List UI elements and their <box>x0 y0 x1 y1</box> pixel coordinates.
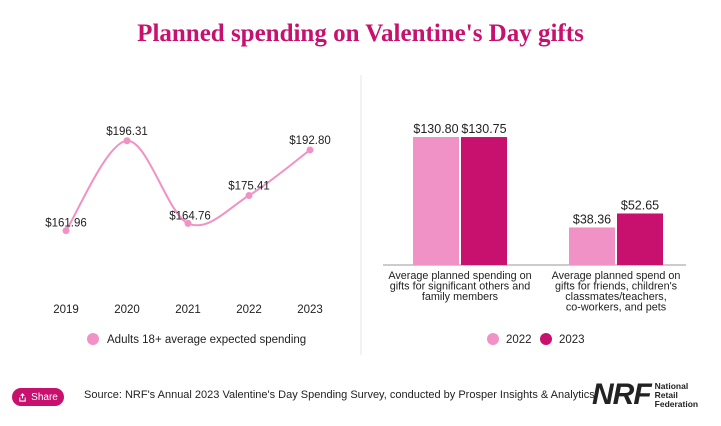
x-tick-label: 2023 <box>297 304 323 316</box>
bar <box>617 213 663 265</box>
data-point <box>62 227 70 235</box>
data-point <box>184 219 192 227</box>
category-label: gifts for friends, children's <box>555 281 678 293</box>
data-point <box>245 191 253 199</box>
data-point <box>123 137 131 145</box>
data-label: $192.80 <box>289 135 331 147</box>
data-point <box>306 146 314 154</box>
legend-label: Adults 18+ average expected spending <box>107 334 306 346</box>
x-tick-label: 2019 <box>53 304 79 316</box>
logo-word: Federation <box>654 398 699 409</box>
category-label: Average planned spending on <box>388 270 531 282</box>
category-label: co-workers, and pets <box>566 302 667 314</box>
share-label: Share <box>31 391 58 403</box>
data-label: $196.31 <box>106 126 148 138</box>
bar <box>461 137 507 265</box>
series-line <box>65 139 311 232</box>
data-label: $164.76 <box>169 210 211 222</box>
bar <box>569 227 615 265</box>
bar-value-label: $52.65 <box>621 198 659 212</box>
bar <box>413 137 459 265</box>
logo-word: Retail <box>654 389 678 400</box>
data-label: $161.96 <box>45 218 87 230</box>
legend-marker <box>87 333 99 345</box>
x-tick-label: 2022 <box>236 304 262 316</box>
logo-word: National <box>654 380 689 391</box>
category-label: gifts for significant others and <box>390 281 530 293</box>
nrf-logo: NRF National Retail Federation <box>592 380 698 410</box>
legend-label: 2022 <box>506 334 532 346</box>
x-tick-label: 2020 <box>114 304 140 316</box>
legend-label: 2023 <box>559 334 585 346</box>
bar-value-label: $38.36 <box>573 212 611 226</box>
category-label: classmates/teachers, <box>565 291 666 303</box>
share-button[interactable]: Share <box>12 388 64 406</box>
source-note: Source: NRF's Annual 2023 Valentine's Da… <box>84 389 595 401</box>
legend-marker <box>540 333 552 345</box>
share-icon <box>19 392 26 402</box>
category-label: family members <box>422 291 499 303</box>
chart-title: Planned spending on Valentine's Day gift… <box>137 20 584 47</box>
x-tick-label: 2021 <box>175 304 201 316</box>
bar-value-label: $130.80 <box>413 122 458 136</box>
logo-words: National Retail Federation <box>654 380 699 409</box>
bar-value-label: $130.75 <box>461 122 506 136</box>
category-label: Average planned spend on <box>552 270 681 282</box>
legend-marker <box>487 333 499 345</box>
data-label: $175.41 <box>228 180 270 192</box>
logo-mark: NRF <box>592 378 652 411</box>
